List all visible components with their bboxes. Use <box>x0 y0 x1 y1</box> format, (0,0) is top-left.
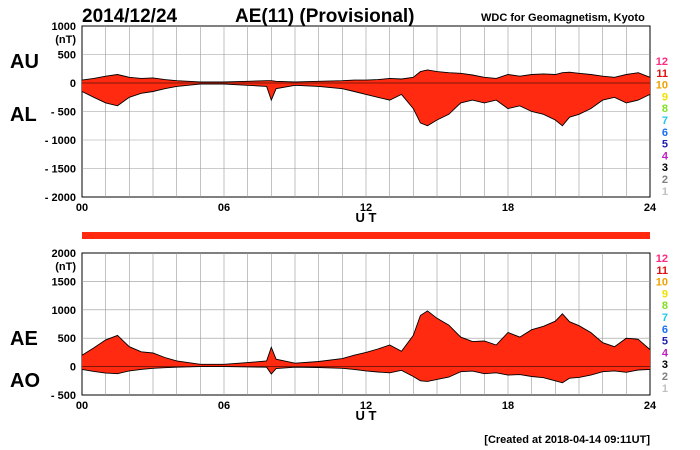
upper-series-line <box>81 310 651 365</box>
x-tick-label: 12 <box>360 202 372 214</box>
station-legend-item: 5 <box>662 336 668 348</box>
y-tick-label: - 500 <box>51 107 76 119</box>
station-legend-item: 5 <box>662 139 668 151</box>
station-legend-item: 10 <box>656 277 668 289</box>
station-legend-item: 9 <box>662 288 668 300</box>
station-legend-item: 6 <box>662 127 668 139</box>
upper-index-label: AU <box>10 51 39 73</box>
y-tick-label: 1500 <box>52 276 76 288</box>
y-tick-label: - 1500 <box>45 164 76 176</box>
x-axis-label: U T <box>356 210 377 225</box>
upper-series-line <box>81 69 651 83</box>
y-tick-label: 1000 <box>52 305 76 317</box>
station-legend-item: 2 <box>662 174 668 186</box>
unit-label: (nT) <box>55 261 76 273</box>
station-legend-item: 10 <box>656 80 668 92</box>
y-tick-label: 1000 <box>52 21 76 33</box>
source-label: WDC for Geomagnetism, Kyoto <box>481 12 645 24</box>
au-al-chart: 1000 500 0 - 500 - 1000 - 1500 - 2000 (nT) 00 06 1… <box>10 21 657 225</box>
station-legend-item: 4 <box>662 150 669 162</box>
x-tick-label: 06 <box>218 400 230 412</box>
x-axis-label: U T <box>356 408 377 423</box>
x-tick-label: 18 <box>502 400 514 412</box>
x-tick-label: 12 <box>360 400 372 412</box>
station-legend-item: 3 <box>662 162 668 174</box>
separator-band <box>82 232 650 239</box>
x-tick-label: 24 <box>644 400 657 412</box>
date-title: 2014/12/24 <box>82 6 178 27</box>
station-legend-item: 2 <box>662 371 668 383</box>
station-legend-item: 9 <box>662 91 668 103</box>
index-title: AE(11) (Provisional) <box>235 6 415 27</box>
unit-label: (nT) <box>55 34 76 46</box>
y-tick-label: 2000 <box>52 248 76 260</box>
lower-series-line <box>81 83 651 127</box>
ae-ao-chart: 2000 1500 1000 500 0 - 500 (nT) 00 06 12 18 24 U T AE… <box>10 248 657 423</box>
station-legend-item: 7 <box>662 312 668 324</box>
station-legend-item: 12 <box>656 253 668 265</box>
x-tick-label: 06 <box>218 202 230 214</box>
x-tick-label: 00 <box>76 202 88 214</box>
y-tick-label: 500 <box>58 333 76 345</box>
station-legend-item: 6 <box>662 324 668 336</box>
y-tick-label: - 2000 <box>45 192 76 204</box>
x-tick-label: 24 <box>644 202 657 214</box>
lower-series-line <box>81 366 651 384</box>
lower-index-label: AL <box>10 104 37 126</box>
station-legend-item: 8 <box>662 300 668 312</box>
y-tick-label: 0 <box>70 362 76 374</box>
upper-index-label: AE <box>10 328 38 350</box>
index-fill-area <box>82 310 650 383</box>
lower-index-label: AO <box>10 370 40 392</box>
station-legend-item: 1 <box>662 186 668 198</box>
y-tick-label: - 1000 <box>45 135 76 147</box>
y-tick-label: 500 <box>58 50 76 62</box>
station-legend-item: 4 <box>662 347 669 359</box>
created-note: [Created at 2018-04-14 09:11UT] <box>484 434 650 446</box>
y-tick-label: - 500 <box>51 390 76 402</box>
station-legend-item: 3 <box>662 359 668 371</box>
station-legend-item: 7 <box>662 115 668 127</box>
station-legend-item: 11 <box>656 68 668 80</box>
station-legend-item: 12 <box>656 56 668 68</box>
x-tick-label: 18 <box>502 202 514 214</box>
station-legend-item: 8 <box>662 103 668 115</box>
y-tick-label: 0 <box>70 78 76 90</box>
station-legend-item: 11 <box>656 265 668 277</box>
x-tick-label: 00 <box>76 400 88 412</box>
station-legend-item: 1 <box>662 383 668 395</box>
